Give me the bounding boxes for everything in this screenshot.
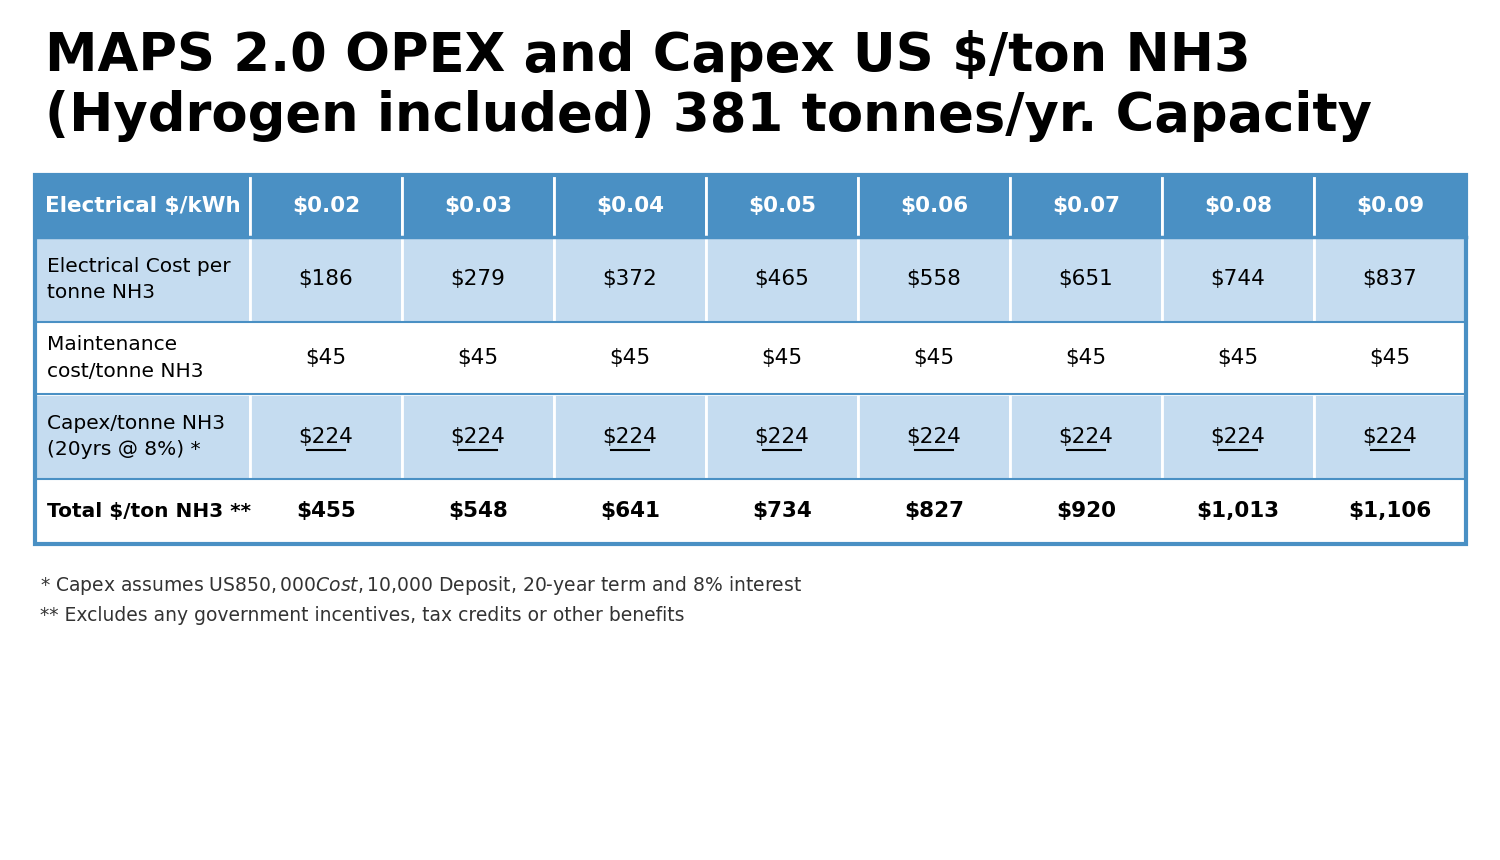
Text: $734: $734 <box>752 501 812 521</box>
Text: $224: $224 <box>1059 427 1113 446</box>
Bar <box>1314 394 1466 479</box>
Text: Electrical Cost per
tonne NH3: Electrical Cost per tonne NH3 <box>46 257 231 302</box>
Text: $45: $45 <box>1370 348 1410 368</box>
Bar <box>402 394 554 479</box>
Bar <box>1314 237 1466 322</box>
Bar <box>1010 394 1162 479</box>
Text: $920: $920 <box>1056 501 1116 521</box>
Bar <box>1010 175 1162 237</box>
Text: $1,013: $1,013 <box>1197 501 1280 521</box>
Text: $0.03: $0.03 <box>444 196 512 216</box>
Text: $0.02: $0.02 <box>292 196 360 216</box>
Bar <box>402 175 554 237</box>
Bar <box>706 479 858 544</box>
Bar <box>1162 237 1314 322</box>
Text: $45: $45 <box>762 348 802 368</box>
Bar <box>251 237 402 322</box>
Bar <box>402 322 554 394</box>
Bar <box>1162 479 1314 544</box>
Text: $827: $827 <box>904 501 964 521</box>
Bar <box>858 394 1010 479</box>
Bar <box>34 479 251 544</box>
Bar <box>1162 322 1314 394</box>
Text: Maintenance
cost/tonne NH3: Maintenance cost/tonne NH3 <box>46 335 204 381</box>
Bar <box>554 479 706 544</box>
Bar <box>251 322 402 394</box>
Text: $224: $224 <box>603 427 657 446</box>
Text: $558: $558 <box>906 269 962 290</box>
Text: $0.09: $0.09 <box>1356 196 1424 216</box>
Text: $45: $45 <box>1065 348 1107 368</box>
Bar <box>858 175 1010 237</box>
Bar <box>1010 479 1162 544</box>
Text: $45: $45 <box>609 348 651 368</box>
Text: MAPS 2.0 OPEX and Capex US $/ton NH3: MAPS 2.0 OPEX and Capex US $/ton NH3 <box>45 30 1251 82</box>
Text: $279: $279 <box>450 269 506 290</box>
Bar <box>34 175 1466 544</box>
Text: Capex/tonne NH3
(20yrs @ 8%) *: Capex/tonne NH3 (20yrs @ 8%) * <box>46 414 225 459</box>
Bar <box>34 175 251 237</box>
Bar <box>251 394 402 479</box>
Text: $0.08: $0.08 <box>1204 196 1272 216</box>
Text: $837: $837 <box>1362 269 1418 290</box>
Text: $744: $744 <box>1210 269 1266 290</box>
Text: (Hydrogen included) 381 tonnes/yr. Capacity: (Hydrogen included) 381 tonnes/yr. Capac… <box>45 90 1372 142</box>
Bar <box>1314 322 1466 394</box>
Bar <box>402 237 554 322</box>
Bar <box>1162 175 1314 237</box>
Text: $0.07: $0.07 <box>1052 196 1120 216</box>
Text: $641: $641 <box>600 501 660 521</box>
Text: $1,106: $1,106 <box>1348 501 1431 521</box>
Bar <box>34 322 251 394</box>
Text: $45: $45 <box>914 348 954 368</box>
Text: $0.05: $0.05 <box>748 196 816 216</box>
Text: $651: $651 <box>1059 269 1113 290</box>
Text: $0.04: $0.04 <box>596 196 664 216</box>
Bar <box>1314 479 1466 544</box>
Text: * Capex assumes US$850,000 Cost, $10,000 Deposit, 20-year term and 8% interest: * Capex assumes US$850,000 Cost, $10,000… <box>40 574 802 597</box>
Text: $455: $455 <box>296 501 356 521</box>
Bar <box>706 175 858 237</box>
Bar <box>251 479 402 544</box>
Text: $224: $224 <box>1210 427 1266 446</box>
Text: $224: $224 <box>906 427 962 446</box>
Text: $548: $548 <box>448 501 509 521</box>
Bar <box>34 394 251 479</box>
Text: $372: $372 <box>603 269 657 290</box>
Text: $45: $45 <box>306 348 347 368</box>
Bar <box>858 479 1010 544</box>
Bar <box>554 175 706 237</box>
Bar <box>858 237 1010 322</box>
Text: $224: $224 <box>298 427 354 446</box>
Bar <box>554 322 706 394</box>
Bar <box>1314 175 1466 237</box>
Bar <box>402 479 554 544</box>
Bar <box>251 175 402 237</box>
Text: $465: $465 <box>754 269 810 290</box>
Bar <box>34 237 251 322</box>
Bar <box>1162 394 1314 479</box>
Text: Total $/ton NH3 **: Total $/ton NH3 ** <box>46 502 251 521</box>
Text: $0.06: $0.06 <box>900 196 968 216</box>
Text: $224: $224 <box>1362 427 1418 446</box>
Bar <box>706 394 858 479</box>
Bar <box>858 322 1010 394</box>
Bar <box>1010 322 1162 394</box>
Bar <box>554 394 706 479</box>
Bar <box>706 237 858 322</box>
Text: $45: $45 <box>458 348 498 368</box>
Text: $224: $224 <box>450 427 506 446</box>
Bar <box>1010 237 1162 322</box>
Text: $224: $224 <box>754 427 810 446</box>
Bar <box>706 322 858 394</box>
Text: $45: $45 <box>1218 348 1258 368</box>
Text: ** Excludes any government incentives, tax credits or other benefits: ** Excludes any government incentives, t… <box>40 606 684 625</box>
Bar <box>554 237 706 322</box>
Text: $186: $186 <box>298 269 354 290</box>
Text: Electrical $/kWh: Electrical $/kWh <box>45 196 240 216</box>
